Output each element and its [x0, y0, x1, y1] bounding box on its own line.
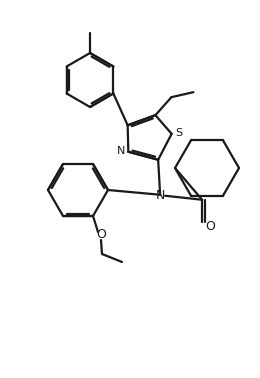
Text: N: N — [155, 189, 165, 202]
Text: O: O — [96, 228, 106, 242]
Text: S: S — [175, 128, 182, 138]
Text: O: O — [205, 220, 215, 233]
Text: N: N — [117, 146, 126, 156]
